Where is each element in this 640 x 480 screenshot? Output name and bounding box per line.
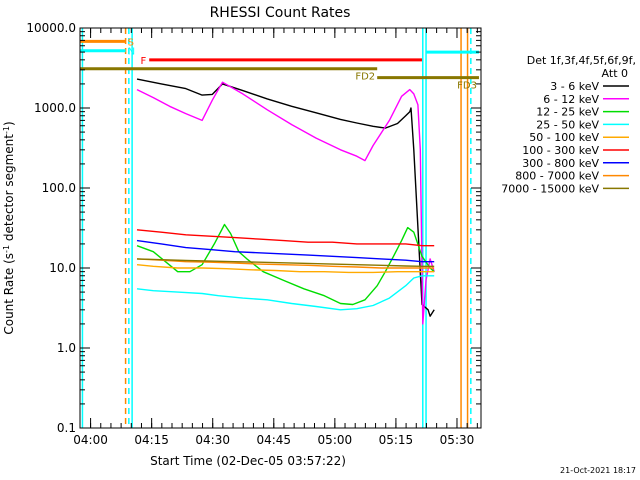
legend-label: 7000 - 15000 keV (501, 182, 599, 195)
series-line (136, 258, 435, 269)
x-tick-label: 04:30 (195, 433, 230, 447)
plot-frame (79, 27, 482, 429)
legend-label: 50 - 100 keV (529, 131, 599, 144)
x-axis: 04:00 04:15 04:30 04:45 05:00 05:15 05:30 (73, 28, 478, 447)
legend-label: 300 - 800 keV (522, 157, 599, 170)
flag-label: N (128, 47, 135, 58)
legend-header-attenuator: Att 0 (602, 67, 628, 80)
y-tick-label: 100.0 (42, 181, 76, 195)
x-tick-label: 05:30 (440, 433, 475, 447)
legend-label: 3 - 6 keV (550, 80, 599, 93)
legend-label: 12 - 25 keV (536, 106, 599, 119)
series-line (136, 275, 435, 311)
y-tick-label: 1000.0 (34, 101, 76, 115)
y-tick-label: 10.0 (49, 261, 76, 275)
x-axis-label: Start Time (02-Dec-05 03:57:22) (150, 454, 346, 468)
legend: Det 1f,3f,4f,5f,6f,9f, Att 0 3 - 6 keV6 … (501, 54, 636, 195)
x-tick-label: 04:15 (134, 433, 169, 447)
legend-header: Det 1f,3f,4f,5f,6f,9f, (527, 54, 636, 67)
y-axis-label: Count Rate (s-1 detector segment-1) (2, 121, 16, 334)
x-tick-label: 04:45 (256, 433, 291, 447)
legend-label: 6 - 12 keV (543, 93, 599, 106)
x-tick-label: 05:15 (379, 433, 414, 447)
series-line (136, 81, 435, 325)
y-tick-label: 0.1 (57, 421, 76, 435)
y-tick-label: 10000.0 (26, 21, 76, 35)
legend-label: 100 - 300 keV (522, 144, 599, 157)
series-line (136, 223, 435, 306)
chart-title: RHESSI Count Rates (210, 5, 351, 21)
flag-label: FD2 (355, 72, 375, 83)
flag-label: F (140, 56, 146, 67)
series-line (136, 78, 435, 317)
series-line (136, 239, 435, 263)
series-line (136, 229, 435, 247)
series-lines (136, 78, 435, 325)
vertical-markers (81, 28, 472, 428)
series-line (136, 264, 435, 274)
series-line (136, 258, 435, 267)
footer-timestamp: 21-Oct-2021 18:17 (560, 466, 636, 475)
flag-bars: SNF FD2 FD3 (80, 37, 479, 92)
x-tick-label: 04:00 (73, 433, 108, 447)
flag-label: S (128, 37, 134, 48)
flag-label: FD3 (457, 81, 477, 92)
x-tick-label: 05:00 (318, 433, 353, 447)
y-tick-label: 1.0 (57, 341, 76, 355)
legend-label: 25 - 50 keV (536, 118, 599, 131)
y-axis: 0.1 1.0 10.0 100.0 1000.0 10000.0 (26, 21, 481, 435)
legend-label: 800 - 7000 keV (515, 170, 599, 183)
